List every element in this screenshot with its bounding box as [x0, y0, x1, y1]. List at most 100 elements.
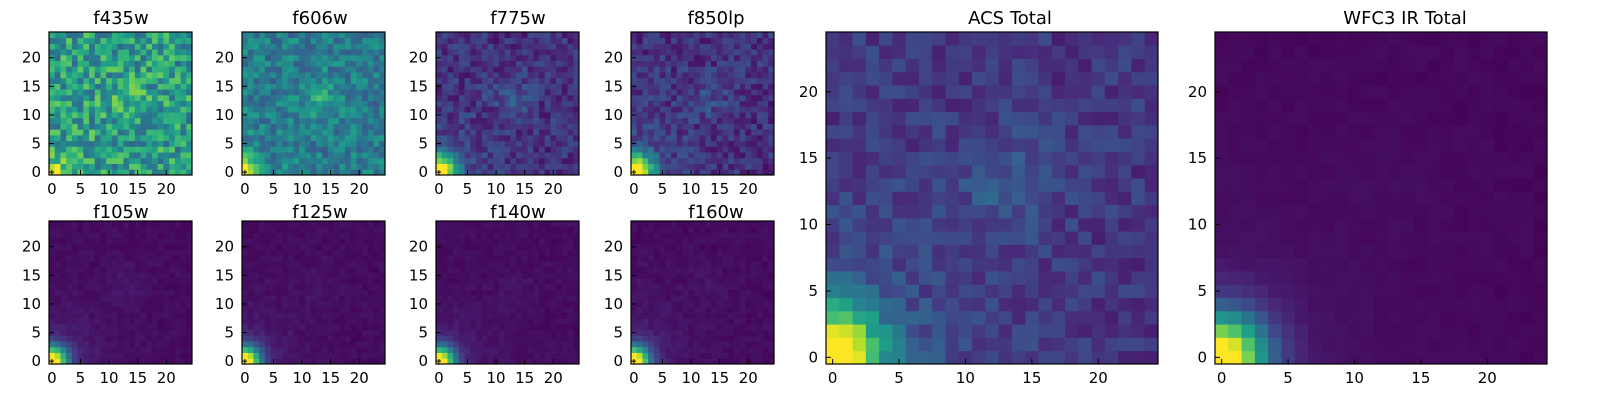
heatmap-cell — [100, 238, 107, 245]
heatmap-cell — [123, 329, 130, 336]
heatmap-cell — [728, 266, 735, 273]
heatmap-cell — [94, 323, 101, 331]
heatmap-cell — [659, 112, 666, 119]
heatmap-cell — [487, 238, 494, 245]
heatmap-cell — [659, 77, 666, 84]
heatmap-cell — [436, 318, 443, 325]
heatmap-cell — [327, 346, 334, 353]
heatmap-cell — [287, 100, 294, 107]
heatmap-cell — [350, 77, 357, 84]
heatmap-cell — [299, 352, 306, 359]
heatmap-cell — [367, 140, 374, 147]
heatmap-cell — [89, 146, 96, 153]
heatmap-cell — [676, 140, 683, 147]
heatmap-cell — [573, 117, 580, 124]
heatmap-cell — [287, 221, 294, 228]
heatmap-cell — [493, 43, 500, 50]
heatmap-cell — [538, 232, 546, 239]
heatmap-cell — [481, 221, 488, 228]
heatmap-cell — [350, 221, 357, 228]
heatmap-cell — [521, 221, 528, 228]
heatmap-cell — [100, 295, 107, 302]
heatmap-cell — [129, 89, 136, 96]
heatmap-cell — [538, 49, 546, 56]
heatmap-cell — [693, 123, 701, 130]
heatmap-cell — [304, 169, 312, 176]
heatmap-cell — [653, 54, 660, 61]
heatmap-cell — [739, 318, 746, 325]
heatmap-cell — [316, 49, 323, 56]
heatmap-cell — [180, 352, 187, 359]
axes-frame — [435, 220, 580, 365]
heatmap-cell — [304, 226, 312, 233]
heatmap-cell — [344, 306, 352, 313]
heatmap-cell — [253, 243, 260, 250]
heatmap-cell — [264, 243, 271, 250]
heatmap-cell — [60, 283, 67, 291]
heatmap-cell — [163, 123, 170, 130]
heatmap-cell — [441, 255, 448, 262]
heatmap-cell — [699, 301, 706, 308]
heatmap-cell — [510, 83, 517, 90]
heatmap-cell — [350, 335, 357, 342]
heatmap-cell — [157, 54, 164, 61]
heatmap-cell — [636, 66, 643, 73]
heatmap-cell — [671, 295, 678, 302]
heatmap-cell — [733, 278, 741, 285]
heatmap-cell — [123, 261, 130, 268]
heatmap-cell — [688, 94, 695, 102]
heatmap-cell — [544, 152, 551, 159]
heatmap-cell — [157, 329, 164, 336]
heatmap-cell — [333, 352, 340, 359]
panel-title: f125w — [292, 202, 347, 223]
heatmap-cell — [733, 37, 741, 44]
heatmap-cell — [111, 272, 119, 279]
heatmap-cell — [379, 238, 386, 245]
heatmap-cell — [60, 249, 67, 256]
heatmap-cell — [163, 306, 170, 313]
heatmap-cell — [293, 346, 300, 353]
heatmap-cell — [521, 32, 528, 39]
heatmap-cell — [705, 318, 712, 325]
heatmap-cell — [481, 146, 488, 153]
heatmap-cell — [447, 358, 454, 365]
heatmap-cell — [247, 169, 254, 176]
heatmap-cell — [242, 238, 249, 245]
heatmap-cell — [49, 255, 56, 262]
heatmap-cell — [270, 335, 277, 342]
heatmap-cell — [533, 77, 540, 84]
heatmap-cell — [464, 243, 471, 250]
heatmap-cell — [276, 283, 283, 291]
heatmap-cell — [756, 123, 763, 130]
heatmap-cell — [344, 329, 352, 336]
heatmap-cell — [322, 255, 329, 262]
y-tick-label: 5 — [224, 324, 234, 342]
heatmap-cell — [693, 106, 701, 113]
heatmap-cell — [653, 278, 660, 285]
heatmap-cell — [169, 77, 176, 84]
heatmap-cell — [373, 232, 380, 239]
heatmap-cell — [510, 301, 517, 308]
heatmap-cell — [367, 232, 374, 239]
heatmap-cell — [636, 261, 643, 268]
heatmap-cell — [299, 335, 306, 342]
heatmap-cell — [688, 129, 695, 136]
heatmap-cell — [117, 226, 124, 233]
heatmap-cell — [567, 335, 574, 342]
heatmap-cell — [264, 261, 271, 268]
heatmap-cell — [186, 358, 193, 365]
heatmap-cell — [556, 157, 563, 164]
heatmap-cell — [60, 329, 67, 336]
heatmap-cell — [476, 335, 483, 342]
heatmap-cell — [54, 152, 61, 159]
heatmap-cell — [682, 100, 689, 107]
heatmap-cell — [111, 318, 119, 325]
heatmap-cell — [186, 32, 193, 39]
heatmap-cell — [739, 358, 746, 365]
heatmap-cell — [447, 32, 454, 39]
heatmap-cell — [441, 318, 448, 325]
heatmap-cell — [322, 301, 329, 308]
heatmap-cell — [157, 123, 164, 130]
heatmap-cell — [493, 60, 500, 67]
heatmap-cell — [458, 283, 465, 291]
